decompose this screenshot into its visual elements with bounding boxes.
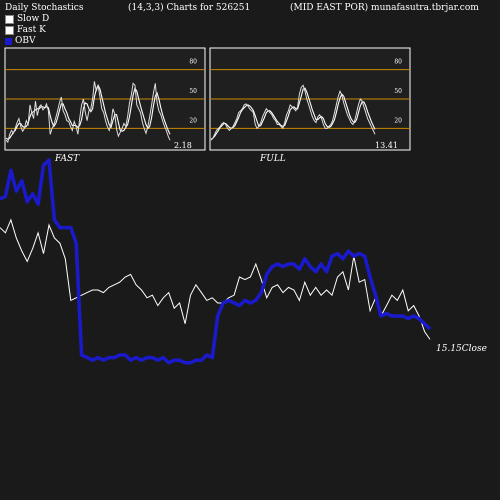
fast-last-value-label: 2.18 [174,141,192,150]
fast-fast-k-line [5,81,171,144]
full-panel-label: FULL [259,154,286,164]
chart-type-title: Daily Stochastics [5,3,84,13]
legend-label-slow-d: Slow D [17,14,50,24]
legend-fast-k: Fast K [5,25,46,35]
chart-params-title: (14,3,3) Charts for 526251 [128,3,251,13]
fast-panel-label: FAST [54,154,80,164]
close-price-line [0,218,431,340]
legend-swatch-obv [5,37,12,45]
full-fast-k-line [210,84,376,141]
full-last-value-label: 13.41 [375,141,398,150]
full-ytick-50: 50 [394,88,402,95]
legend-slow-d: Slow D [5,14,49,24]
full-ytick-20: 20 [394,117,402,124]
fast-ytick-20: 20 [189,117,197,124]
close-value-label: 15.15Close [436,344,487,354]
chart-source-title: (MID EAST POR) munafasutra.tbrjar.com [290,3,479,13]
legend-label-obv: OBV [15,36,36,46]
obv-line [0,158,432,365]
fast-ytick-50: 50 [189,88,197,95]
legend-swatch-slow-d [5,14,14,24]
fast-ytick-80: 80 [189,59,197,66]
legend-swatch-fast-k [5,25,14,35]
fast-slow-d-line [5,84,171,140]
legend-obv: OBV [5,36,36,46]
legend-label-fast-k: Fast K [17,25,46,35]
full-ytick-80: 80 [394,59,402,66]
